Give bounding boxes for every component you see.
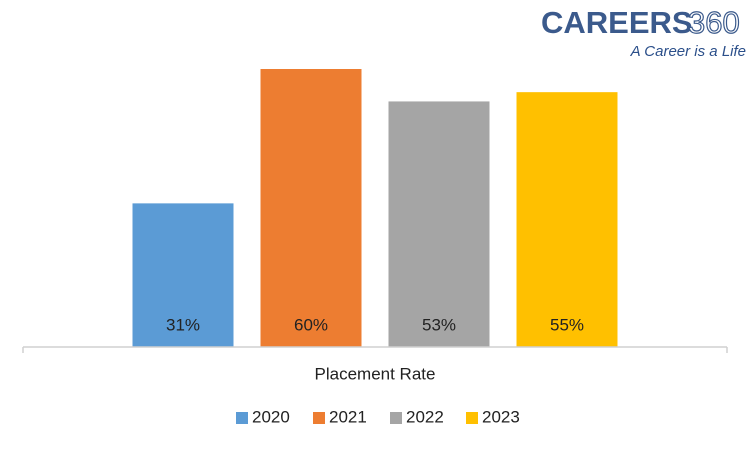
legend-swatch <box>313 412 325 424</box>
value-label: 31% <box>166 315 200 334</box>
legend-label: 2020 <box>252 407 290 426</box>
value-label: 60% <box>294 315 328 334</box>
legend-label: 2023 <box>482 407 520 426</box>
bar <box>132 203 234 347</box>
legend-label: 2021 <box>329 407 367 426</box>
legend-label: 2022 <box>406 407 444 426</box>
value-label: 55% <box>550 315 584 334</box>
legend-swatch <box>466 412 478 424</box>
x-tick-label: Placement Rate <box>315 364 436 383</box>
legend-swatch <box>236 412 248 424</box>
legend-swatch <box>390 412 402 424</box>
logo-number: 360 <box>688 5 740 40</box>
logo-brand: CAREERS <box>541 5 693 40</box>
bar <box>388 101 490 347</box>
logo-tagline: A Career is a Life <box>630 43 746 60</box>
bar <box>516 92 618 348</box>
bar <box>260 69 362 347</box>
value-label: 53% <box>422 315 456 334</box>
